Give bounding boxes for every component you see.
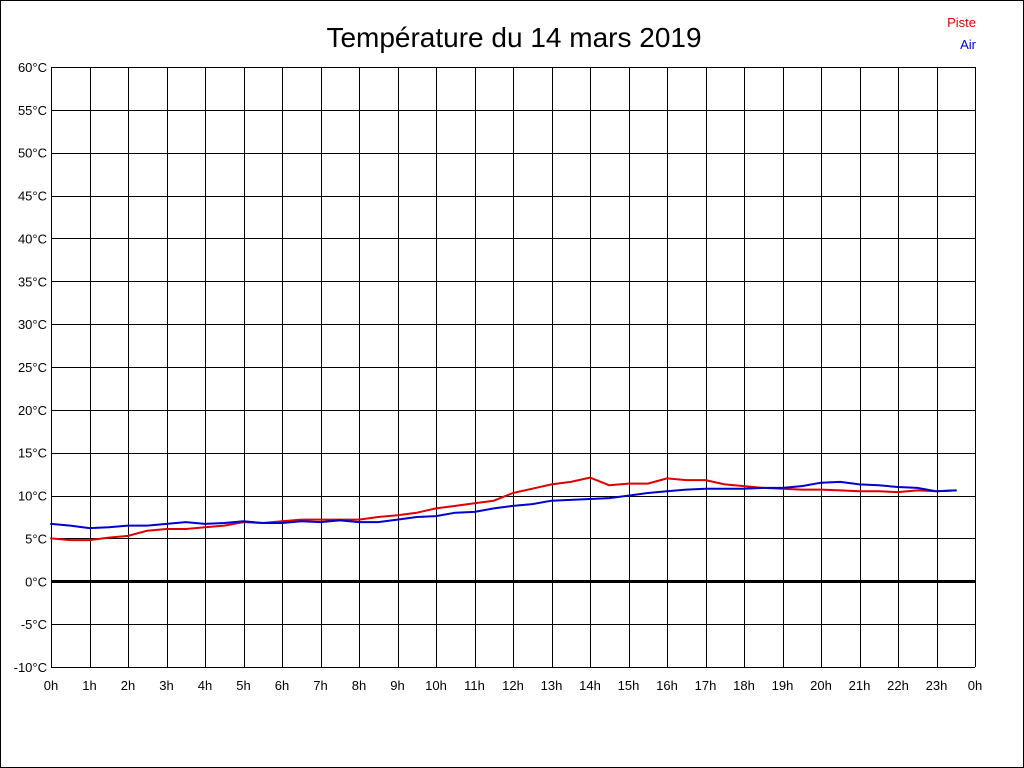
x-tick-label: 16h xyxy=(656,678,678,693)
chart-title: Température du 14 mars 2019 xyxy=(326,22,701,53)
legend-entry-air: Air xyxy=(960,37,977,52)
x-tick-label: 15h xyxy=(618,678,640,693)
y-tick-label: 45°C xyxy=(18,189,47,204)
x-tick-label: 4h xyxy=(198,678,212,693)
x-tick-label: 12h xyxy=(502,678,524,693)
x-tick-label: 9h xyxy=(390,678,404,693)
x-axis-labels: 0h 1h 2h 3h 4h 5h 6h 7h 8h 9h 10h 11h 12h 13h 14h 15h 16… xyxy=(44,678,982,693)
y-tick-label: 30°C xyxy=(18,317,47,332)
x-tick-label: 6h xyxy=(275,678,289,693)
x-tick-label: 7h xyxy=(313,678,327,693)
y-tick-label: 50°C xyxy=(18,146,47,161)
x-tick-label: 5h xyxy=(236,678,250,693)
x-tick-label: 10h xyxy=(425,678,447,693)
y-tick-label: 40°C xyxy=(18,231,47,246)
grid xyxy=(51,67,976,668)
x-tick-label: 23h xyxy=(926,678,948,693)
x-tick-label: 22h xyxy=(887,678,909,693)
y-tick-label: 15°C xyxy=(18,446,47,461)
x-tick-label: 19h xyxy=(772,678,794,693)
x-tick-label: 21h xyxy=(849,678,871,693)
x-tick-label: 13h xyxy=(541,678,563,693)
y-tick-label: 60°C xyxy=(18,60,47,75)
y-tick-label: -10°C xyxy=(14,660,47,675)
y-tick-label: 55°C xyxy=(18,103,47,118)
legend: Piste Air xyxy=(947,15,977,52)
x-tick-label: 1h xyxy=(82,678,96,693)
y-tick-label: -5°C xyxy=(21,617,47,632)
series-layer xyxy=(50,476,957,542)
x-tick-label: 17h xyxy=(695,678,717,693)
series-line-air xyxy=(50,480,957,530)
x-tick-label: 20h xyxy=(810,678,832,693)
y-tick-label: 25°C xyxy=(18,360,47,375)
series-line-piste xyxy=(50,476,957,542)
x-tick-label: 3h xyxy=(159,678,173,693)
y-tick-label: 35°C xyxy=(18,274,47,289)
x-tick-label: 18h xyxy=(733,678,755,693)
y-tick-label: 20°C xyxy=(18,403,47,418)
x-tick-label: 2h xyxy=(121,678,135,693)
x-tick-label: 11h xyxy=(464,678,485,693)
y-axis-labels: 60°C 55°C 50°C 45°C 40°C 35°C 30°C 25°C 20°C 15°C… xyxy=(14,60,47,675)
x-tick-label: 0h xyxy=(968,678,982,693)
x-tick-label: 0h xyxy=(44,678,58,693)
legend-entry-piste: Piste xyxy=(947,15,976,30)
y-tick-label: 10°C xyxy=(18,489,47,504)
x-tick-label: 8h xyxy=(352,678,366,693)
y-tick-label: 5°C xyxy=(25,531,47,546)
x-tick-label: 14h xyxy=(579,678,601,693)
y-tick-label: 0°C xyxy=(25,574,47,589)
